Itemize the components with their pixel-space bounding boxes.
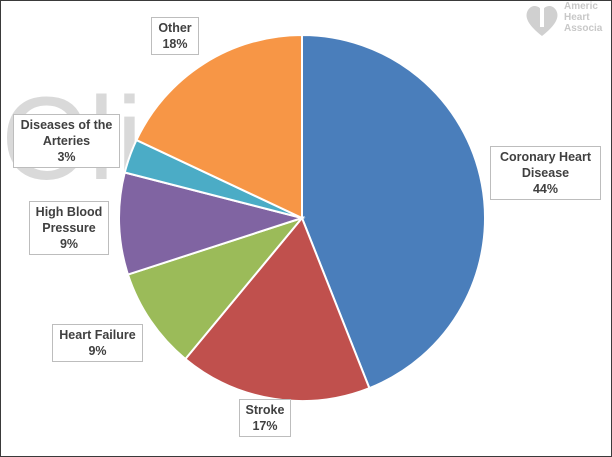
pie-slice-coronary-heart-disease [301, 33, 486, 390]
aha-logo: Americ Heart Associa [522, 1, 611, 39]
heart-torch-icon [526, 2, 558, 36]
logo-text: Americ Heart Associa [564, 1, 603, 34]
pie-slice-stroke [183, 216, 371, 402]
label-heart-failure: Heart Failure 9% [52, 324, 143, 362]
label-other: Other 18% [151, 17, 199, 55]
pie-slice-heart-failure [126, 215, 305, 361]
pie-slice-high-blood-pressure [118, 171, 306, 276]
label-high-blood-pressure: High Blood Pressure 9% [29, 201, 109, 255]
label-stroke: Stroke 17% [239, 399, 291, 437]
label-coronary-heart-disease: Coronary Heart Disease 44% [490, 146, 601, 200]
pie-slice-other [135, 33, 303, 220]
label-diseases-of-the-arteries: Diseases of the Arteries 3% [13, 114, 120, 168]
